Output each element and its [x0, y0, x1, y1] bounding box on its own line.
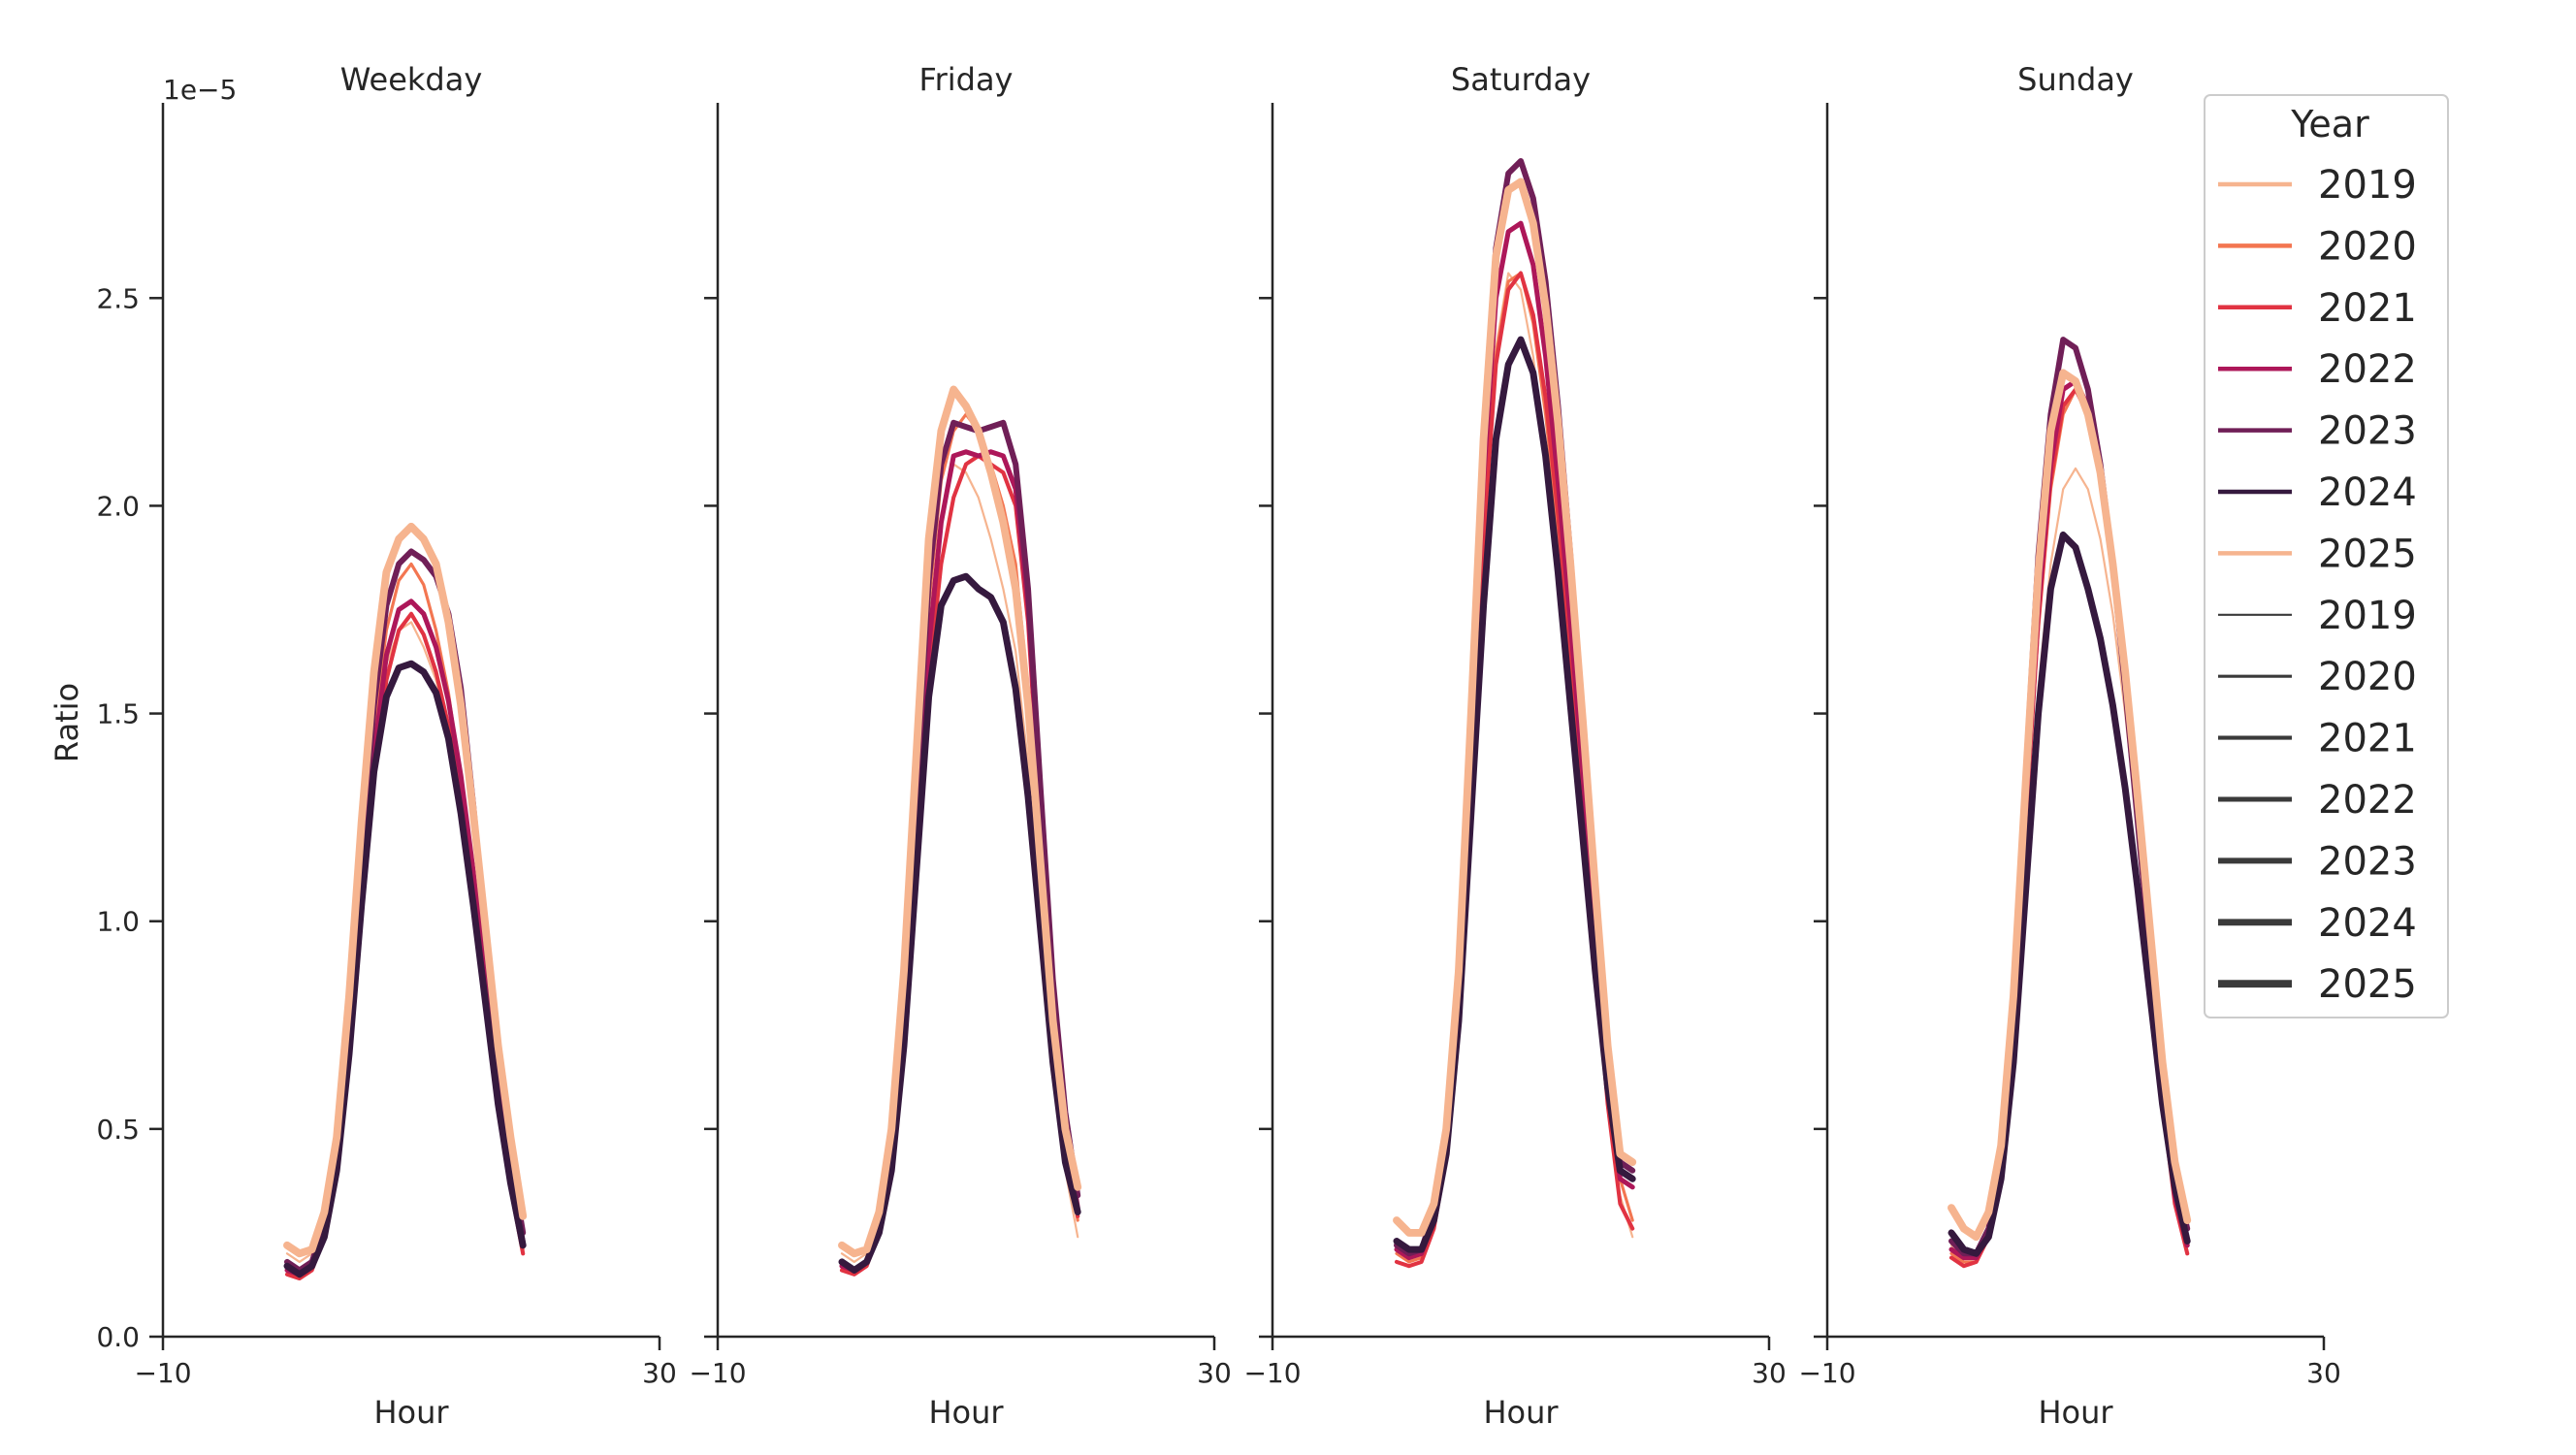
legend-entry: 2024 — [2318, 470, 2417, 515]
series-line-2022 — [1394, 220, 1635, 1261]
series-line-2025 — [1948, 369, 2192, 1242]
series-line-2025 — [283, 522, 528, 1258]
series-lines — [838, 385, 1082, 1277]
facet-sunday: Sunday −10 30 Hour — [1798, 61, 2340, 1431]
facet-title: Weekday — [340, 61, 483, 98]
facet-saturday: Saturday −10 30 Hour — [1243, 61, 1786, 1431]
x-tick-label: −10 — [1243, 1357, 1301, 1389]
x-tick-label: −10 — [689, 1357, 746, 1389]
facet-title: Friday — [919, 61, 1014, 98]
y-tick-label: 0.0 — [96, 1321, 140, 1353]
facet-title: Saturday — [1451, 61, 1591, 98]
x-tick-label: 30 — [1197, 1357, 1232, 1389]
x-tick-label: −10 — [1798, 1357, 1855, 1389]
series-line-2020 — [1395, 272, 1634, 1264]
legend-entry: 2022 — [2318, 347, 2417, 392]
x-axis-label: Hour — [373, 1394, 449, 1431]
series-line-2021 — [1394, 271, 1635, 1269]
x-axis-label: Hour — [928, 1394, 1004, 1431]
legend-title: Year — [2290, 103, 2369, 146]
series-line-2025 — [838, 385, 1082, 1258]
x-axis-label: Hour — [2038, 1394, 2113, 1431]
facet-title: Sunday — [2017, 61, 2134, 98]
series-lines — [1948, 337, 2192, 1269]
legend-entry: 2023 — [2318, 409, 2417, 454]
series-line-2024 — [1948, 531, 2191, 1257]
series-line-2024 — [1393, 336, 1636, 1253]
series-line-2025 — [1393, 178, 1637, 1237]
y-tick-label: 2.0 — [96, 490, 140, 522]
series-line-2019 — [1949, 467, 2189, 1259]
x-tick-label: 30 — [2306, 1357, 2341, 1389]
legend-entry: 2020 — [2318, 224, 2417, 269]
legend-entry: 2020 — [2318, 655, 2417, 699]
series-line-2022 — [1948, 378, 2190, 1261]
x-tick-label: −10 — [134, 1357, 191, 1389]
facet-weekday: Weekday 0.0 0.5 1.0 1.5 2.0 2.5 −10 30 Hour — [96, 61, 676, 1431]
series-line-2024 — [283, 660, 527, 1278]
series-line-2019 — [1395, 272, 1634, 1255]
legend-entry: 2025 — [2318, 962, 2417, 1007]
series-line-2020 — [1949, 387, 2189, 1264]
x-tick-label: 30 — [1752, 1357, 1787, 1389]
y-axis-offset-label: 1e−5 — [163, 74, 237, 106]
legend-entry: 2019 — [2318, 163, 2417, 208]
legend-entry: 2024 — [2318, 901, 2417, 946]
series-line-2023 — [284, 548, 527, 1274]
x-tick-label: 30 — [642, 1357, 677, 1389]
legend-entry: 2022 — [2318, 778, 2417, 823]
y-tick-label: 2.5 — [96, 282, 140, 314]
legend-entry: 2021 — [2318, 717, 2417, 761]
x-axis-label: Hour — [1483, 1394, 1559, 1431]
legend-entry: 2023 — [2318, 839, 2417, 884]
legend-entry: 2019 — [2318, 594, 2417, 638]
series-lines — [1393, 158, 1637, 1269]
y-tick-label: 0.5 — [96, 1114, 140, 1146]
legend-box — [2204, 94, 2449, 1018]
series-line-2021 — [1948, 387, 2190, 1269]
facet-friday: Friday −10 30 Hour — [689, 61, 1231, 1431]
series-line-2023 — [1948, 337, 2191, 1257]
y-tick-label: 1.0 — [96, 906, 140, 938]
legend-entry: 2021 — [2318, 286, 2417, 331]
series-line-2024 — [838, 572, 1081, 1274]
y-axis-label: Ratio — [48, 683, 85, 762]
y-tick-label: 1.5 — [96, 698, 140, 730]
legend-entry: 2025 — [2318, 532, 2417, 576]
series-lines — [283, 522, 528, 1281]
series-line-2023 — [1394, 158, 1636, 1257]
